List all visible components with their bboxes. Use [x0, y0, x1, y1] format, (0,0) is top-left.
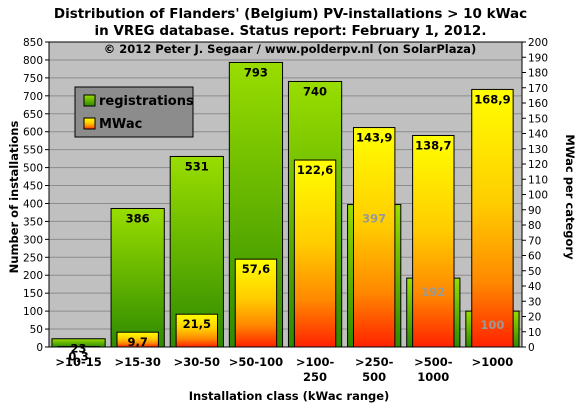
legend-swatch-mwac [83, 117, 96, 130]
y-tick-label: 350 [23, 216, 43, 228]
y2-tick-label: 100 [528, 190, 548, 202]
label-registrations: 386 [126, 211, 150, 225]
y-tick-label: 50 [30, 324, 43, 336]
y2-tick-label: 190 [528, 52, 548, 64]
y-tick-label: 600 [23, 127, 43, 139]
copyright-text: © 2012 Peter J. Segaar / www.polderpv.nl… [104, 42, 476, 56]
bar-registrations [110, 207, 165, 348]
x-tick-label: >250- [355, 355, 394, 369]
label-registrations: 192 [421, 285, 445, 299]
x-tick-label: 500 [362, 370, 386, 384]
y2-tick-label: 110 [528, 174, 548, 186]
chart-title-line2: in VREG database. Status report: Februar… [95, 23, 487, 39]
label-mwac: 57,6 [242, 262, 270, 276]
y2-tick-label: 90 [528, 205, 541, 217]
y-tick-label: 450 [23, 181, 43, 193]
plot-area: 0501001502002503003504004505005506006507… [23, 37, 548, 384]
y-tick-label: 750 [23, 73, 43, 85]
plot-frame [48, 41, 523, 348]
y-tick-label: 400 [23, 198, 43, 210]
y2-tick-label: 140 [528, 129, 548, 141]
y2-tick-label: 150 [528, 113, 548, 125]
y-axis-label: Number of installations [7, 121, 21, 274]
label-mwac: 0,3 [68, 350, 88, 364]
y2-tick-label: 120 [528, 159, 548, 171]
y2-tick-label: 40 [528, 281, 541, 293]
y-tick-label: 650 [23, 109, 43, 121]
y2-tick-label: 130 [528, 144, 548, 156]
legend: registrations MWac [74, 86, 194, 138]
label-mwac: 168,9 [474, 92, 510, 106]
label-mwac: 122,6 [297, 163, 333, 177]
y2-tick-label: 170 [528, 83, 548, 95]
x-tick-label: >500- [414, 355, 453, 369]
label-registrations: 397 [362, 212, 386, 226]
y-tick-label: 100 [23, 306, 43, 318]
label-mwac: 9,7 [128, 335, 148, 349]
bar-mwac [293, 159, 337, 348]
y2-tick-label: 50 [528, 266, 541, 278]
y2-tick-label: 70 [528, 235, 541, 247]
x-tick-label: >1000 [472, 355, 514, 369]
x-tick-label: 1000 [417, 370, 449, 384]
label-registrations: 100 [480, 318, 504, 332]
y-tick-label: 850 [23, 37, 43, 49]
legend-label-registrations: registrations [99, 94, 194, 109]
x-tick-label: 250 [303, 370, 327, 384]
y2-axis-label: MWac per category [563, 134, 577, 260]
y2-tick-label: 180 [528, 68, 548, 80]
label-registrations: 531 [185, 159, 209, 173]
legend-swatch-registrations [83, 94, 96, 107]
x-tick-label: >15-30 [114, 355, 160, 369]
y2-tick-label: 80 [528, 220, 541, 232]
y2-tick-label: 30 [528, 296, 541, 308]
y2-tick-label: 200 [528, 37, 548, 49]
y2-tick-label: 60 [528, 251, 541, 263]
y-tick-label: 200 [23, 270, 43, 282]
y-tick-label: 550 [23, 145, 43, 157]
x-tick-label: >10-15 [55, 355, 101, 369]
y-tick-label: 150 [23, 288, 43, 300]
y-tick-label: 0 [36, 342, 43, 354]
label-mwac: 138,7 [415, 138, 451, 152]
y2-tick-label: 10 [528, 327, 541, 339]
y-tick-label: 700 [23, 91, 43, 103]
y2-tick-label: 0 [528, 342, 535, 354]
bar-mwac [352, 127, 396, 348]
y2-tick-label: 20 [528, 312, 541, 324]
label-registrations: 740 [303, 84, 327, 98]
bar-mwac [412, 134, 455, 348]
legend-label-mwac: MWac [99, 117, 142, 132]
x-tick-label: >30-50 [174, 355, 220, 369]
y-tick-label: 500 [23, 163, 43, 175]
y-tick-label: 300 [23, 234, 43, 246]
y-tick-label: 250 [23, 252, 43, 264]
y-tick-label: 800 [23, 55, 43, 67]
label-registrations: 793 [244, 65, 268, 79]
label-mwac: 143,9 [356, 131, 392, 145]
x-tick-label: >50-100 [229, 355, 283, 369]
y2-tick-label: 160 [528, 98, 548, 110]
bar-mwac [471, 88, 514, 348]
x-tick-label: >100- [296, 355, 335, 369]
label-registrations: 23 [71, 342, 87, 356]
label-mwac: 21,5 [183, 317, 211, 331]
bar-mwac [234, 258, 278, 348]
x-axis-label: Installation class (kWac range) [189, 389, 390, 403]
chart-title: Distribution of Flanders' (Belgium) PV-i… [54, 6, 527, 22]
